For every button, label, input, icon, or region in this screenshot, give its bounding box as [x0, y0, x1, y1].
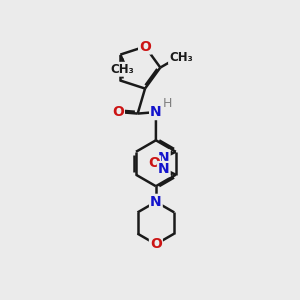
Text: N: N — [158, 151, 169, 164]
Text: N: N — [158, 162, 169, 176]
Text: CH₃: CH₃ — [110, 63, 134, 76]
Text: O: O — [112, 105, 124, 119]
Text: N: N — [150, 195, 162, 209]
Text: CH₃: CH₃ — [169, 51, 193, 64]
Text: O: O — [148, 156, 160, 170]
Text: O: O — [139, 40, 151, 54]
Text: O: O — [150, 237, 162, 251]
Text: N: N — [150, 105, 162, 119]
Text: H: H — [162, 98, 172, 110]
